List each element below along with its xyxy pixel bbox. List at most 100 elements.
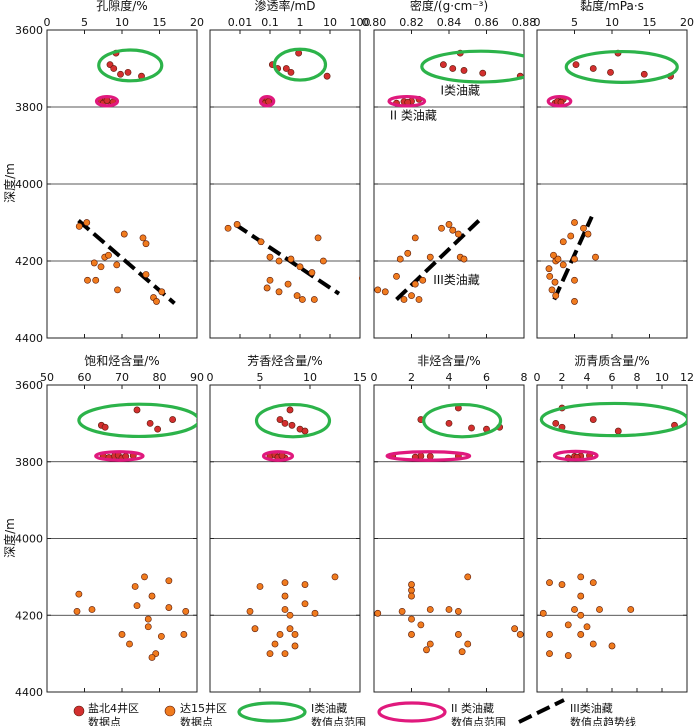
yanbei4-data-point (449, 65, 457, 72)
x-tick-label: 10 (323, 16, 337, 29)
da15-data-point (281, 579, 289, 587)
da15-data-point (113, 261, 121, 269)
da15-data-point (275, 288, 283, 296)
da15-data-point (608, 642, 616, 650)
da15-data-point (83, 219, 91, 226)
x-tick-label: 5 (81, 16, 88, 29)
plot-area (374, 49, 524, 303)
da15-data-point (454, 230, 462, 238)
class-ii-reservoir-ellipse (94, 95, 120, 108)
da15-data-point (314, 234, 322, 242)
x-tick-label: 5 (257, 371, 264, 384)
yanbei4-data-point (146, 419, 154, 427)
panel-title: 密度/(g·cm⁻³) (410, 0, 488, 13)
y-tick-label: 4400 (15, 686, 43, 699)
da15-data-point (281, 592, 289, 600)
da15-data-point (257, 238, 265, 246)
da15-data-point (458, 648, 466, 656)
x-tick-label: 5 (571, 16, 578, 29)
class-i-reservoir-ellipse (422, 402, 503, 439)
panel-title: 芳香烃含量/% (247, 353, 322, 368)
y-tick-label: 4200 (15, 609, 43, 622)
da15-data-point (131, 583, 139, 590)
da15-data-point (546, 631, 553, 638)
class-i-reservoir-ellipse (420, 49, 524, 84)
da15-data-point (460, 255, 468, 263)
x-tick-label: 10 (605, 16, 619, 29)
x-tick-label: 15 (643, 16, 657, 29)
class-ii-reservoir-ellipse (546, 95, 573, 108)
y-tick-label: 4000 (15, 533, 43, 546)
da15-data-point (301, 581, 309, 588)
yanbei4-data-point (460, 67, 468, 74)
class-ii-reservoir-ellipse (258, 95, 276, 108)
legend-label-yanbei4-line1: 盐北4井区 (88, 701, 139, 715)
da15-data-point (408, 615, 415, 623)
x-tick-label: 6 (483, 371, 490, 384)
panel-title: 饱和烃含量/% (84, 353, 159, 368)
da15-data-point (550, 251, 557, 259)
x-tick-label: 0 (207, 371, 214, 384)
da15-data-point (584, 230, 592, 238)
y-tick-label: 3600 (15, 24, 43, 37)
da15-data-point (411, 280, 419, 288)
yanbei4-data-point (323, 72, 331, 80)
y-axis-label-top: 深度/m (2, 163, 17, 203)
yanbei4-data-point (552, 419, 560, 427)
yanbei4-data-point (169, 416, 177, 423)
x-tick-label: 0 (44, 16, 51, 29)
da15-data-point (144, 623, 152, 631)
da15-data-point (141, 573, 148, 581)
x-tick-label: 0 (534, 16, 541, 29)
da15-data-point (271, 640, 279, 648)
class-iii-trend-line (234, 222, 341, 296)
x-tick-label: 70 (115, 371, 129, 384)
yanbei4-data-point (479, 69, 487, 77)
legend-label-trend-line2: 数值点趋势线 (570, 715, 636, 726)
da15-data-point (571, 298, 578, 305)
da15-data-point (358, 275, 360, 281)
da15-data-point (263, 284, 271, 292)
da15-data-point (139, 234, 147, 242)
da15-data-point (148, 654, 156, 661)
da15-data-point (142, 240, 150, 248)
da15-data-point (286, 611, 294, 619)
da15-data-point (426, 253, 434, 261)
da15-data-point (464, 640, 472, 648)
da15-data-point (182, 608, 190, 615)
panel-2: 0.01 0.1 1 10 100 渗透率/mD (209, 0, 371, 339)
x-tick-label: 8 (634, 371, 641, 384)
da15-data-point (301, 600, 309, 608)
x-tick-label: 20 (680, 16, 694, 29)
da15-data-point (564, 621, 572, 629)
da15-data-point (291, 642, 299, 650)
y-tick-label: 3800 (15, 101, 43, 114)
da15-data-point (311, 609, 319, 617)
x-tick-label: 4 (446, 371, 453, 384)
x-tick-label: 0.01 (228, 16, 253, 29)
da15-data-point (165, 604, 173, 611)
legend-label-class-i-line2: 数值点范围 (311, 715, 366, 726)
da15-data-point (558, 581, 566, 588)
x-tick-label: 100 (350, 16, 371, 29)
da15-data-point (92, 276, 100, 284)
da15-data-point (157, 632, 165, 640)
da15-data-point (571, 219, 578, 226)
da15-data-point (554, 255, 562, 263)
panel-title: 黏度/mPa·s (580, 0, 644, 13)
class-i-reservoir-ellipse (539, 401, 687, 438)
da15-data-point (423, 646, 430, 654)
da15-data-point (97, 263, 105, 271)
da15-data-point (281, 606, 289, 613)
x-tick-label: 80 (153, 371, 167, 384)
plot-area (224, 47, 360, 303)
plot-area (73, 402, 197, 661)
x-tick-label: 0.1 (261, 16, 279, 29)
legend-label-class-ii-line1: II 类油藏 (451, 701, 494, 715)
panel-6: 0 5 10 15 芳香烃含量/% (207, 353, 367, 693)
x-tick-label: 0.80 (362, 16, 387, 29)
panel-4: 0 5 10 15 20 黏度/mPa·s (534, 0, 694, 339)
